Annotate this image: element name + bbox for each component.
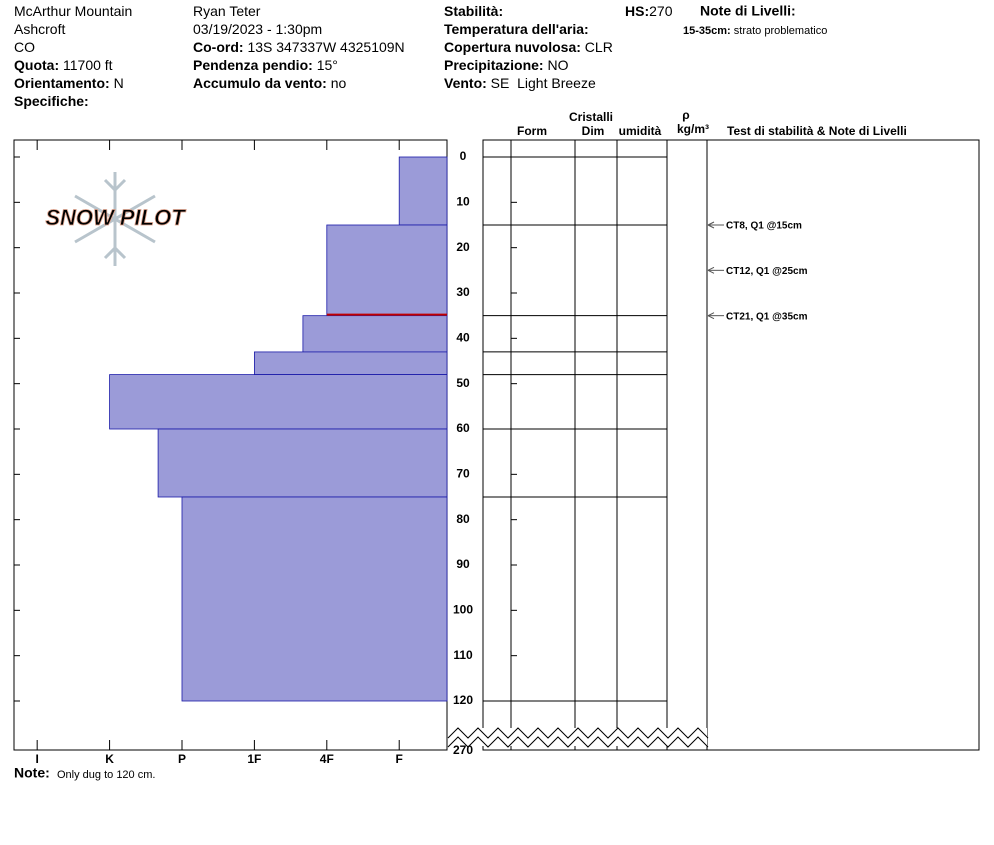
field-value: no	[331, 75, 347, 91]
header-field: CO	[14, 39, 35, 55]
header-field: Quota: 11700 ft	[14, 57, 113, 73]
y-tick-label: 20	[456, 240, 470, 254]
field-value: Ryan Teter	[193, 3, 261, 19]
test-label: CT12, Q1 @25cm	[726, 266, 808, 277]
field-label: Co-ord:	[193, 39, 244, 55]
column-header: kg/m³	[677, 122, 709, 136]
column-header: ρ	[682, 108, 689, 122]
column-header: Test di stabilità & Note di Livelli	[727, 124, 907, 138]
field-value: NO	[547, 57, 568, 73]
hardness-bar	[181, 496, 448, 702]
y-tick-label: 90	[456, 557, 470, 571]
header-field: Ashcroft	[14, 21, 65, 37]
logo-text: SNOW PILOT	[45, 205, 186, 230]
hardness-bar	[302, 315, 448, 353]
field-value: N	[114, 75, 124, 91]
y-tick-label: 30	[456, 285, 470, 299]
header-field: Precipitazione: NO	[444, 57, 569, 73]
y-tick-label: 0	[460, 149, 467, 163]
header-field: Temperatura dell'aria:	[444, 21, 589, 37]
hs-label: HS:	[625, 3, 649, 19]
header-field: Stabilità:	[444, 3, 503, 19]
test-label: CT21, Q1 @35cm	[726, 311, 808, 322]
y-tick-label: 70	[456, 467, 470, 481]
y-tick-label: 10	[456, 195, 470, 209]
field-value: CO	[14, 39, 35, 55]
y-tick-label: 120	[453, 693, 473, 707]
column-lines	[510, 140, 708, 750]
field-label: Specifiche:	[14, 93, 89, 109]
logo	[74, 172, 156, 266]
y-tick-label: 110	[453, 648, 473, 662]
hs-value: 270	[649, 3, 673, 19]
x-tick-label: P	[178, 752, 186, 766]
field-label: Orientamento:	[14, 75, 110, 91]
hs-axis-label: 270	[453, 743, 473, 757]
layer-notes-title: Note di Livelli:	[700, 3, 796, 19]
field-value: 15°	[317, 57, 338, 73]
hardness-bar	[109, 374, 448, 430]
note: Only dug to 120 cm.	[57, 769, 155, 781]
field-label: Stabilità:	[444, 3, 503, 19]
header-field: Ryan Teter	[193, 3, 261, 19]
column-group: Cristalli	[569, 110, 613, 124]
header-field: Pendenza pendio: 15°	[193, 57, 338, 73]
x-tick-label: 1F	[247, 752, 261, 766]
field-value: 11700 ft	[63, 57, 113, 73]
field-label: Precipitazione:	[444, 57, 544, 73]
x-tick-label: F	[396, 752, 403, 766]
y-tick-label: 50	[456, 376, 470, 390]
header-field: Accumulo da vento: no	[193, 75, 346, 91]
test-label: CT8, Q1 @15cm	[726, 221, 802, 232]
field-value: Ashcroft	[14, 21, 65, 37]
x-tick-label: 4F	[320, 752, 334, 766]
field-label: Copertura nuvolosa:	[444, 39, 581, 55]
y-tick-label: 60	[456, 421, 470, 435]
note-label: Note:	[14, 765, 50, 781]
field-label: Temperatura dell'aria:	[444, 21, 589, 37]
field-value: McArthur Mountain	[14, 3, 132, 19]
y-tick-label: 40	[456, 331, 470, 345]
layer-note-range: 15-35cm:	[683, 25, 731, 37]
hs-label: HS:270	[625, 3, 673, 19]
header-field: Orientamento: N	[14, 75, 124, 91]
table-frame	[482, 139, 980, 751]
test-arrowhead	[707, 266, 715, 274]
header-field: Specifiche:	[14, 93, 89, 109]
y-tick-label: 100	[453, 603, 473, 617]
x-tick-label: K	[105, 752, 114, 766]
hardness-bar	[253, 351, 448, 375]
hardness-bar	[326, 224, 448, 317]
field-label: Accumulo da vento:	[193, 75, 327, 91]
hardness-bar	[398, 156, 448, 226]
field-value: 03/19/2023 - 1:30pm	[193, 21, 322, 37]
field-label: Vento:	[444, 75, 487, 91]
header-field: Co-ord: 13S 347337W 4325109N	[193, 39, 405, 55]
field-label: Pendenza pendio:	[193, 57, 313, 73]
header-field: Vento: SE Light Breeze	[444, 75, 596, 91]
header-field: Copertura nuvolosa: CLR	[444, 39, 613, 55]
axis-break	[447, 727, 709, 748]
layer-note: 15-35cm: strato problematico	[683, 25, 827, 37]
x-tick-label: I	[35, 752, 38, 766]
field-value: SE Light Breeze	[491, 75, 596, 91]
header-field: 03/19/2023 - 1:30pm	[193, 21, 322, 37]
column-header: umidità	[619, 124, 662, 138]
layer-note-text: strato problematico	[734, 25, 828, 37]
hardness-bar	[157, 428, 448, 498]
field-label: Quota:	[14, 57, 59, 73]
column-header: Dim	[582, 124, 605, 138]
field-value: CLR	[585, 39, 613, 55]
y-tick-label: 80	[456, 512, 470, 526]
field-value: 13S 347337W 4325109N	[247, 39, 404, 55]
test-arrowhead	[707, 221, 715, 229]
column-header: Form	[517, 124, 547, 138]
test-arrowhead	[707, 312, 715, 320]
header-field: McArthur Mountain	[14, 3, 132, 19]
